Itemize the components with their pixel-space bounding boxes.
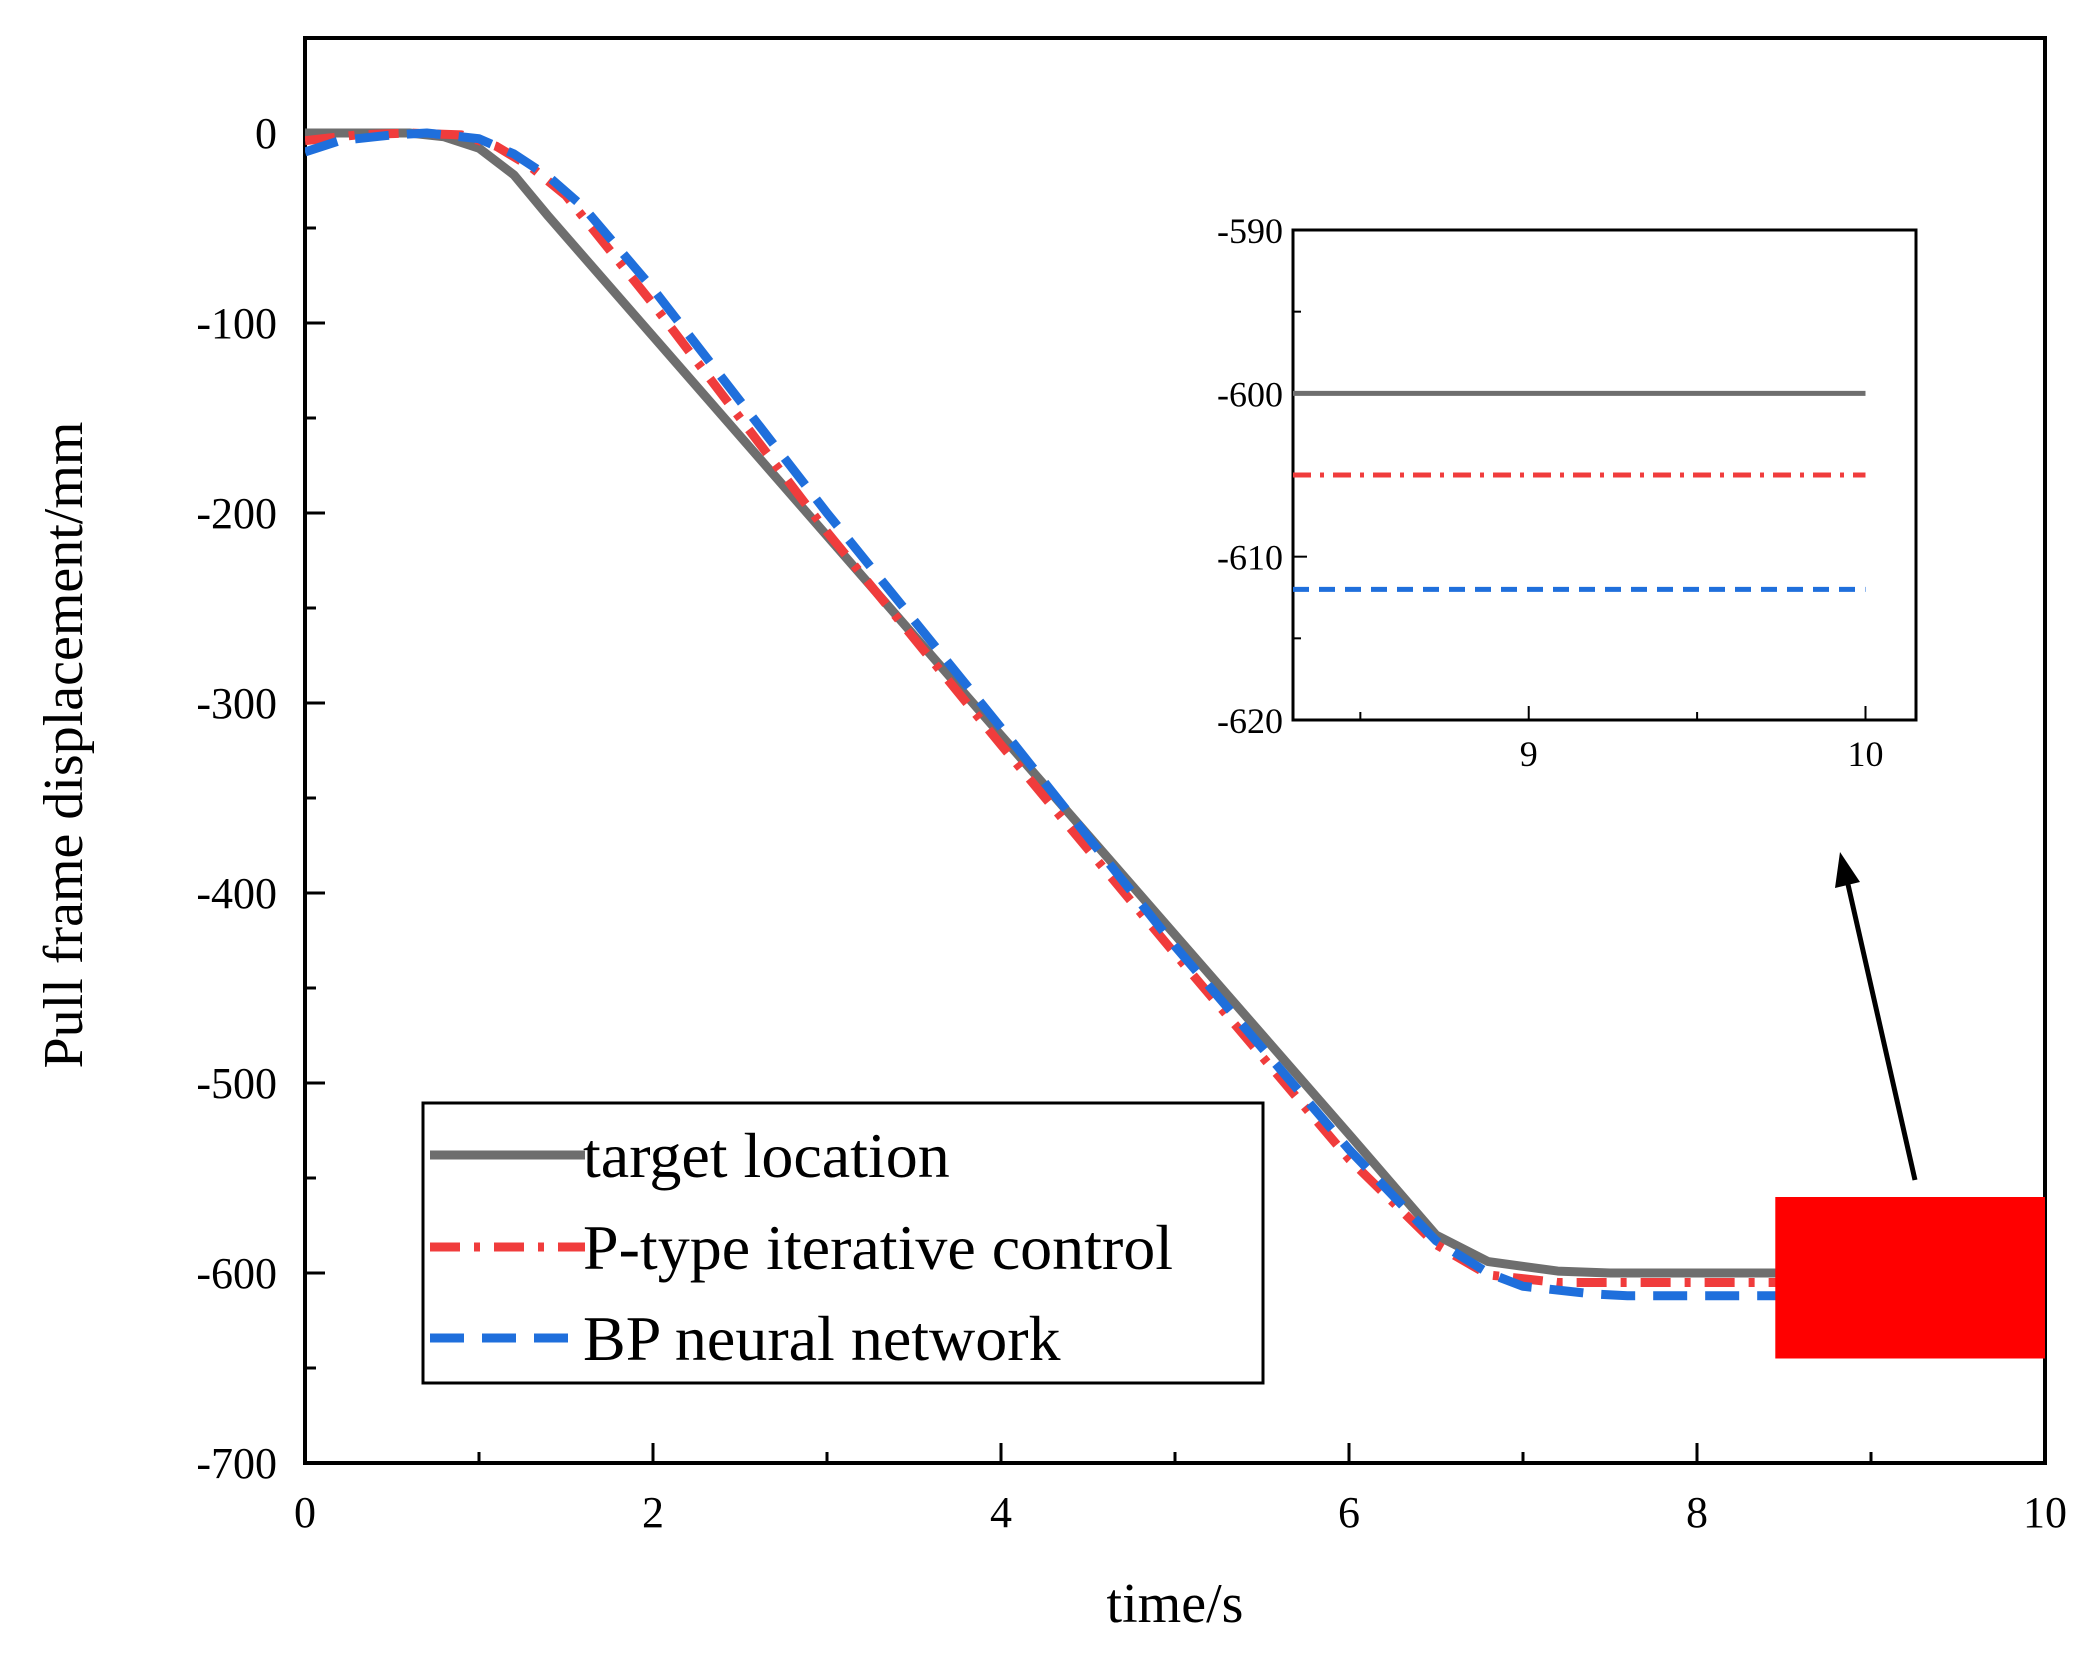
- main-axis-ticks: 0 2 4 6 8 10 0 -100 -200 -300 -400 -500 -600 -700: [196, 109, 2067, 1537]
- inset-series-group: [1293, 390, 1866, 592]
- y-tick-label: -100: [196, 299, 277, 348]
- zoom-highlight-region: [1775, 1197, 2045, 1359]
- inset-x-tick-label: 9: [1520, 734, 1538, 774]
- y-tick-label: -500: [196, 1059, 277, 1108]
- x-tick-label: 6: [1338, 1488, 1360, 1537]
- inset-y-tick-label: -590: [1217, 211, 1283, 251]
- inset-x-tick-label: 10: [1847, 734, 1883, 774]
- inset-y-tick-label: -620: [1217, 701, 1283, 741]
- legend-label-2: BP neural network: [583, 1303, 1061, 1374]
- y-tick-label: -400: [196, 869, 277, 918]
- y-axis-title: Pull frame displacement/mm: [33, 422, 95, 1069]
- x-axis-title: time/s: [1107, 1573, 1244, 1635]
- x-tick-label: 10: [2023, 1488, 2067, 1537]
- y-tick-label: -300: [196, 679, 277, 728]
- series-line-2: [305, 128, 2045, 1301]
- legend-label-0: target location: [583, 1120, 950, 1191]
- y-tick-label: -700: [196, 1439, 277, 1488]
- zoom-arrow: [1835, 852, 1918, 1181]
- y-tick-label: 0: [255, 109, 277, 158]
- inset-axis-ticks: -590 -600 -610 -620 9 10: [1217, 211, 1883, 774]
- inset-y-tick-label: -600: [1217, 374, 1283, 414]
- x-tick-label: 4: [990, 1488, 1012, 1537]
- legend-label-1: P-type iterative control: [583, 1212, 1173, 1283]
- inset-plot: -590 -600 -610 -620 9 10: [1217, 211, 1918, 774]
- x-tick-label: 2: [642, 1488, 664, 1537]
- y-tick-label: -200: [196, 489, 277, 538]
- x-tick-label: 0: [294, 1488, 316, 1537]
- main-series-group: [305, 128, 2045, 1301]
- x-tick-label: 8: [1686, 1488, 1708, 1537]
- inset-y-tick-label: -610: [1217, 538, 1283, 578]
- y-tick-label: -600: [196, 1249, 277, 1298]
- inset-frame: [1291, 228, 1918, 722]
- legend: target location P-type iterative control B…: [421, 1101, 1265, 1385]
